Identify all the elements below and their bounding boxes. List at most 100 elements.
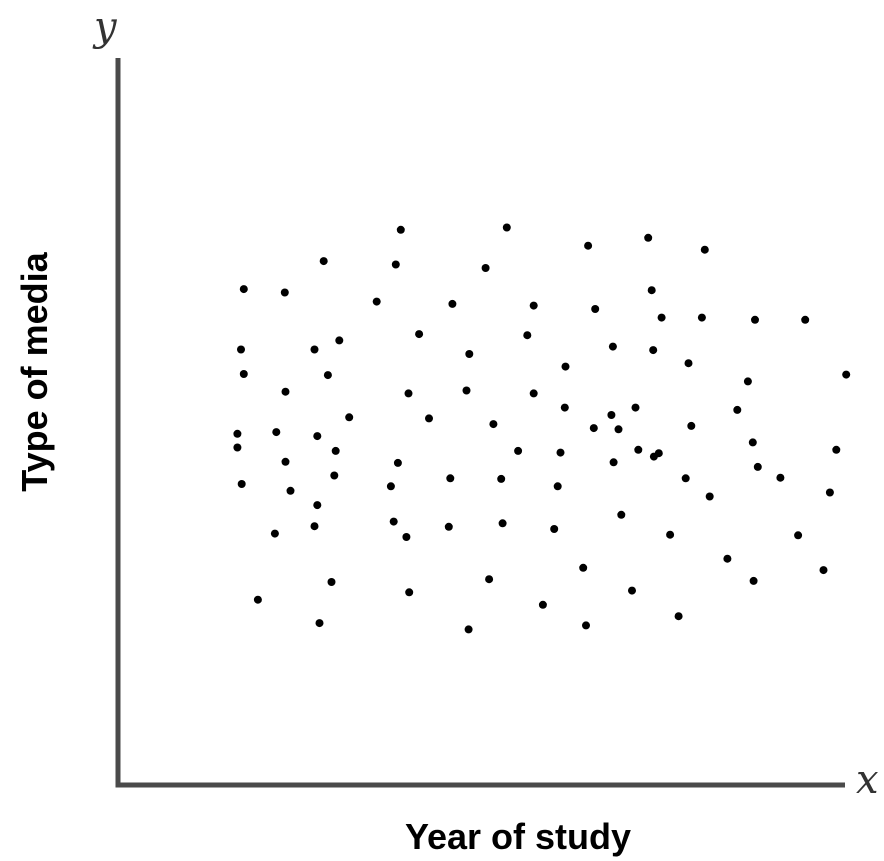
data-point <box>281 387 290 396</box>
data-point <box>310 522 319 531</box>
data-point <box>589 424 598 433</box>
data-point <box>405 588 414 597</box>
data-point <box>687 421 696 430</box>
data-point <box>313 432 322 441</box>
data-point <box>502 223 511 232</box>
data-point <box>372 297 381 306</box>
data-point <box>801 315 810 324</box>
x-axis-title: Year of study <box>405 816 631 857</box>
data-point <box>514 446 523 455</box>
data-point <box>233 443 242 452</box>
data-point <box>700 245 709 254</box>
data-point <box>723 554 732 563</box>
data-point <box>272 428 281 437</box>
data-point <box>751 315 759 324</box>
data-point <box>591 305 600 313</box>
data-point <box>402 533 411 541</box>
data-point <box>497 474 506 483</box>
data-point <box>579 563 588 572</box>
data-point <box>825 488 834 497</box>
data-point <box>666 530 675 539</box>
y-axis-symbol: y <box>92 4 118 50</box>
data-point <box>464 625 473 634</box>
data-point <box>386 482 395 491</box>
data-point <box>489 420 498 429</box>
data-point <box>270 529 279 538</box>
data-point <box>448 299 457 308</box>
data-point <box>617 510 626 519</box>
data-point <box>425 414 433 423</box>
data-point <box>832 445 841 454</box>
data-point <box>529 389 538 398</box>
data-point <box>749 576 758 585</box>
data-point <box>657 313 666 322</box>
data-point <box>280 288 289 297</box>
data-point <box>842 370 851 379</box>
data-point <box>649 346 658 355</box>
data-point <box>327 578 336 586</box>
data-point <box>444 522 453 531</box>
data-point <box>697 313 706 322</box>
data-point <box>614 425 623 434</box>
data-point <box>705 492 714 501</box>
data-point <box>550 525 559 533</box>
data-point <box>523 331 532 340</box>
data-point <box>649 452 658 461</box>
data-point <box>481 264 490 272</box>
data-point <box>776 473 785 482</box>
data-point <box>753 462 762 471</box>
data-point <box>748 438 757 447</box>
data-point <box>647 286 656 295</box>
data-point <box>281 457 290 466</box>
data-point <box>393 458 402 467</box>
data-point <box>313 501 322 510</box>
axes <box>115 58 845 788</box>
x-axis-symbol: x <box>856 757 879 803</box>
data-point <box>331 446 340 455</box>
data-point <box>446 474 455 483</box>
data-point <box>556 448 565 457</box>
data-point <box>391 260 400 269</box>
data-point <box>485 575 494 584</box>
data-point <box>743 377 752 386</box>
data-point <box>237 345 245 354</box>
data-point <box>404 389 413 398</box>
data-point <box>253 595 262 604</box>
data-point <box>233 429 242 438</box>
data-point <box>330 471 339 480</box>
data-point <box>237 480 246 488</box>
data-point <box>323 371 332 380</box>
data-point <box>582 621 590 630</box>
data-point <box>819 566 828 575</box>
data-points <box>233 223 851 634</box>
data-point <box>529 301 538 310</box>
data-point <box>239 370 248 378</box>
data-point <box>560 403 569 412</box>
data-point <box>345 413 354 422</box>
data-point <box>794 531 803 540</box>
data-point <box>628 586 636 595</box>
data-point <box>462 386 471 395</box>
data-point <box>631 403 640 412</box>
data-point <box>465 350 474 358</box>
data-point <box>319 257 328 266</box>
data-point <box>561 362 570 371</box>
data-point <box>389 517 398 526</box>
data-point <box>607 411 616 419</box>
data-point <box>681 474 690 483</box>
data-point <box>553 482 562 491</box>
data-point <box>584 241 593 250</box>
y-axis-title: Type of media <box>14 251 55 491</box>
data-point <box>674 612 683 621</box>
data-point <box>498 519 507 528</box>
data-point <box>733 405 742 414</box>
data-point <box>538 600 547 609</box>
data-point <box>608 342 617 351</box>
data-point <box>634 445 643 454</box>
data-point <box>310 345 319 354</box>
data-point <box>644 233 653 242</box>
data-point <box>239 285 248 294</box>
data-point <box>684 359 693 368</box>
data-point <box>415 330 424 339</box>
